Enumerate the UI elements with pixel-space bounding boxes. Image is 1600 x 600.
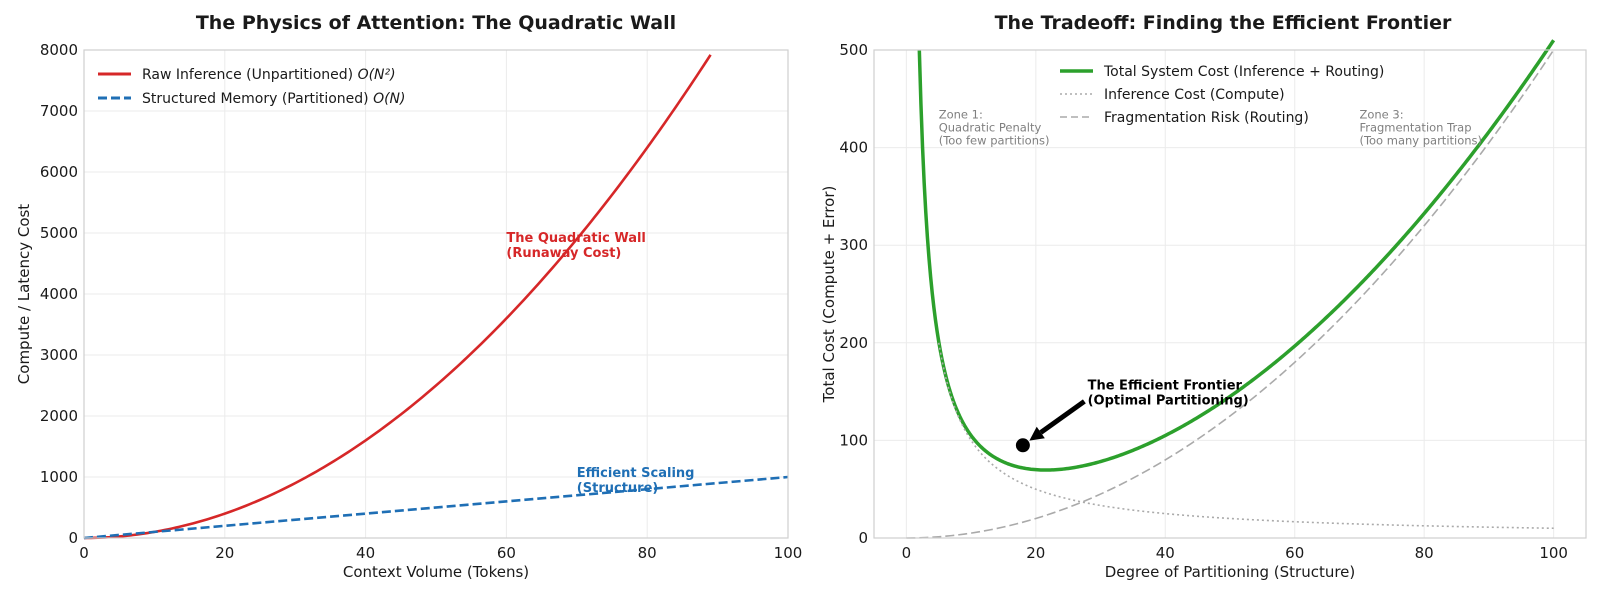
y-tick-label: 6000: [40, 163, 78, 181]
x-tick-label: 60: [497, 544, 516, 562]
right-chart-legend[interactable]: Total System Cost (Inference + Routing) …: [1060, 64, 1384, 126]
annotation-line: (Structure): [577, 481, 659, 496]
annotation-line: Zone 3:: [1359, 107, 1403, 121]
legend-label-fragmentation-risk: Fragmentation Risk (Routing): [1104, 110, 1309, 126]
series-line-total-system-cost-inference-routing: [917, 39, 1556, 472]
right-chart-x-label: Degree of Partitioning (Structure): [1105, 563, 1356, 581]
left-chart-grid: [83, 49, 789, 539]
legend-label-structured-memory: Structured Memory (Partitioned) O(N): [142, 91, 406, 107]
x-tick-label: 20: [1026, 544, 1045, 562]
annotation-text: The Quadratic Wall (Runaway Cost): [506, 231, 646, 261]
left-chart-series: [83, 54, 789, 540]
right-chart-annotations: The Efficient Frontier (Optimal Partition…: [939, 107, 1482, 453]
annotation-line: Quadratic Penalty: [939, 120, 1042, 134]
series-line-structured-memory-partitioned: [83, 475, 789, 540]
annotation-text: Efficient Scaling (Structure): [577, 466, 695, 496]
y-tick-label: 3000: [40, 346, 78, 364]
x-tick-label: 60: [1285, 544, 1304, 562]
y-tick-label: 1000: [40, 468, 78, 486]
annotation-line: The Quadratic Wall: [506, 231, 646, 246]
y-tick-label: 4000: [40, 285, 78, 303]
legend-label-raw-inference: Raw Inference (Unpartitioned) O(N²): [142, 67, 396, 83]
x-tick-label: 40: [1156, 544, 1175, 562]
right-chart-series: [906, 39, 1556, 539]
annotation-line: (Too many partitions): [1359, 133, 1482, 147]
annotation-line: Zone 1:: [939, 107, 983, 121]
annotation-line: (Too few partitions): [939, 133, 1050, 147]
right-chart: The Tradeoff: Finding the Efficient Fron…: [820, 12, 1587, 581]
y-tick-label: 2000: [40, 407, 78, 425]
right-chart-title: The Tradeoff: Finding the Efficient Fron…: [995, 12, 1452, 34]
y-tick-label: 0: [68, 529, 78, 547]
x-tick-label: 0: [79, 544, 89, 562]
y-tick-label: 500: [839, 41, 868, 59]
legend-label-inference-cost: Inference Cost (Compute): [1104, 87, 1285, 103]
annotation-line: Efficient Scaling: [577, 466, 695, 481]
right-chart-x-ticks: 0 20 40 60 80 100: [902, 544, 1568, 562]
annotation-text: Zone 1: Quadratic Penalty (Too few partiti…: [939, 107, 1050, 147]
left-chart-legend[interactable]: Raw Inference (Unpartitioned) O(N²) Stru…: [98, 67, 406, 107]
x-tick-label: 80: [1415, 544, 1434, 562]
y-tick-label: 100: [839, 431, 868, 449]
right-chart-y-label: Total Cost (Compute + Error): [820, 186, 838, 404]
series-line-fragmentation-risk-routing: [906, 49, 1555, 539]
series-line-raw-inference-unpartitioned: [83, 54, 712, 540]
left-chart: The Physics of Attention: The Quadratic …: [15, 12, 802, 581]
x-tick-label: 100: [1539, 544, 1568, 562]
annotation-line: (Optimal Partitioning): [1088, 394, 1249, 409]
left-chart-frame: [83, 49, 789, 539]
legend-label-total-system-cost: Total System Cost (Inference + Routing): [1103, 64, 1384, 80]
series-line-inference-cost-compute: [937, 342, 1554, 530]
y-tick-label: 0: [858, 529, 868, 547]
y-tick-label: 8000: [40, 41, 78, 59]
left-chart-x-ticks: 0 20 40 60 80 100: [79, 544, 802, 562]
x-tick-label: 0: [902, 544, 912, 562]
right-chart-frame: [873, 49, 1587, 539]
left-chart-annotations: The Quadratic Wall (Runaway Cost) Efficien…: [506, 231, 694, 496]
right-chart-y-ticks: 0 100 200 300 400 500: [839, 41, 868, 547]
x-tick-label: 80: [638, 544, 657, 562]
y-tick-label: 7000: [40, 102, 78, 120]
left-chart-x-label: Context Volume (Tokens): [343, 563, 529, 581]
optimum-point-marker: [1015, 438, 1030, 453]
x-tick-label: 20: [215, 544, 234, 562]
x-tick-label: 100: [774, 544, 803, 562]
annotation-text: Zone 3: Fragmentation Trap (Too many parti…: [1359, 107, 1482, 147]
y-tick-label: 300: [839, 236, 868, 254]
annotation-line: (Runaway Cost): [506, 246, 621, 261]
x-tick-label: 40: [356, 544, 375, 562]
y-tick-label: 400: [839, 139, 868, 157]
left-chart-y-label: Compute / Latency Cost: [15, 204, 33, 385]
left-chart-title: The Physics of Attention: The Quadratic …: [196, 12, 676, 34]
y-tick-label: 5000: [40, 224, 78, 242]
annotation-arrow-head: [1029, 426, 1045, 441]
y-tick-label: 200: [839, 334, 868, 352]
annotation-text: The Efficient Frontier (Optimal Partition…: [1088, 379, 1249, 409]
annotation-line: Fragmentation Trap: [1359, 120, 1471, 134]
annotation-arrow-shaft: [1039, 399, 1086, 435]
annotation-line: The Efficient Frontier: [1088, 379, 1243, 394]
left-chart-y-ticks: 0 1000 2000 3000 4000 5000 6000 7000 8000: [40, 41, 78, 547]
